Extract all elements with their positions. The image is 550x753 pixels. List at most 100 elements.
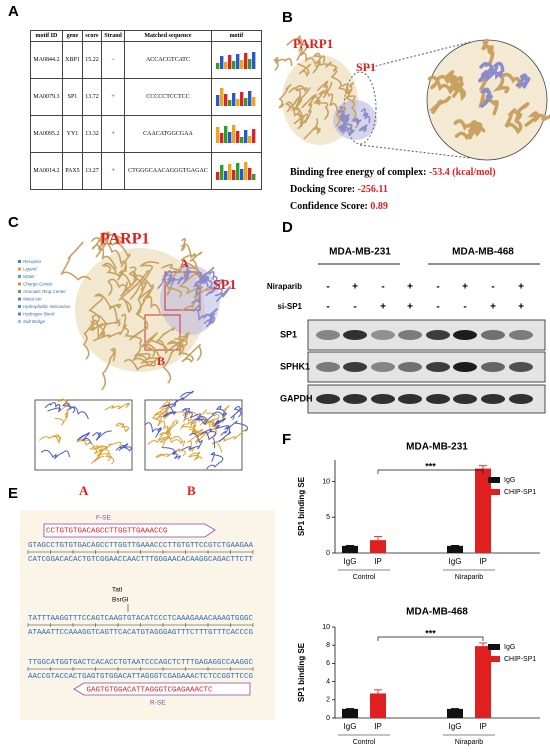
y-tick-label: 10 [322,478,330,485]
y-axis-label: SP1 binding SE [297,476,306,536]
ribbon [95,231,124,258]
logo-letter [232,61,236,69]
ribbon [155,448,186,459]
blot-band [481,330,505,340]
ribbon [122,326,147,363]
x-tick-label: IgG [449,557,462,566]
ribbon [515,73,531,89]
protein-label: PARP1 [293,36,333,51]
interaction-legend: Hydrophobic Interaction [23,304,71,309]
top-strand: TATTTAAGGTTTCCAGTCAAGTGTACATCCCTCAAAGAAA… [28,615,254,623]
ribbon [76,432,92,444]
table-cell: 13.27 [82,152,102,190]
top-strand: TTGGCATGGTGACTCACACCTGTAATCCCAGCTCTTTGAG… [28,659,254,667]
blot-label: GAPDH [280,393,313,403]
group-label: Control [353,574,376,581]
ribbon [191,421,202,436]
table-cell: MA0079.3 [30,78,63,116]
ribbon [284,100,303,128]
ribbon [467,120,486,137]
logo-letter [220,133,224,143]
legend-swatch [488,477,500,483]
table-row: MA0079.3 SP1 13.72 + CCCCCTCCTCC [30,78,263,116]
x-tick-label: IgG [344,557,357,566]
logo-letter [244,162,248,180]
protein-label: PARP1 [100,231,149,248]
ribbon [90,320,121,337]
treatment-sign: + [462,282,468,293]
blot-frames [307,263,546,414]
blot-label: SPHK1 [280,361,310,371]
logo-letter [216,95,220,106]
panel-label: E [8,485,18,502]
ribbon [192,414,216,425]
x-tick-label: IgG [449,722,462,731]
blot-band [343,362,367,372]
ribbon [158,435,183,448]
ribbon [180,251,203,278]
ribbon [358,124,368,133]
logo-letter [232,125,236,143]
ribbon [313,92,329,120]
ribbon [211,275,224,295]
legend-swatch [18,320,21,323]
ribbon [157,432,186,447]
ribbon [208,308,218,323]
ribbon [192,303,212,322]
ribbon [147,430,172,445]
ribbon [524,111,550,127]
stat-label: Confidence Score: [290,201,370,212]
ribbon [182,263,191,281]
ribbon [360,108,371,124]
enzyme: BsrGI [112,597,129,604]
treatment-label: Niraparib [267,282,302,291]
ribbon [479,87,493,108]
treatment-sign: + [490,302,496,313]
ribbon [181,432,203,451]
ribbon [92,313,127,342]
logo-letter [224,62,228,69]
ribbon [44,402,61,413]
table-cell: YY1 [61,115,84,153]
logo-letter [236,99,240,106]
blot-band [343,330,367,340]
blot-band [398,362,422,372]
treatment-sign: - [463,302,466,313]
stat-value: -256.11 [358,184,388,195]
blot-band [316,394,340,404]
ribbon [159,420,175,434]
ribbon [352,117,362,125]
blot-band [481,394,505,404]
chart-title: MDA-MB-231 [406,442,468,453]
bottom-strand: CATCGGACACACTGTCGGAACCAACTTTGGGAACACAAGG… [28,556,254,564]
ribbon [41,449,70,460]
blot-label: SP1 [280,329,297,339]
ribbon [140,332,160,357]
table-row: MA0014.2 PAX5 13.27 + CTGGGCAACAGGGTGAGAC [30,152,263,190]
y-tick-label: 0 [326,715,330,722]
bar [475,468,491,553]
significance: *** [425,461,436,471]
motif-logo-cell [210,115,263,153]
panel-label: F [282,431,291,448]
ribbon [54,407,70,426]
interaction-legend: Charge Center [23,282,53,287]
legend-swatch [18,260,21,263]
error-bar [374,536,382,541]
interaction-legend: Salt Bridge [23,319,46,324]
table-row: MA0844.2 XBP1 15.22− ACCACGTCATC [30,41,263,79]
y-tick-label: 6 [326,660,330,667]
table-cell: MA0014.2 [30,152,63,190]
blot-band [453,362,477,372]
table-cell: CTGGGCAACAGGGTGAGAC [124,152,212,190]
partner-label: SP1 [356,60,376,74]
logo-letter [220,56,224,69]
ribbon [119,271,144,297]
sequence-panel [20,510,275,720]
legend-label: CHIP-SP1 [504,489,536,496]
primer-name: F-SE [96,515,111,522]
ribbon [288,85,308,104]
table-cell: + [100,152,126,190]
